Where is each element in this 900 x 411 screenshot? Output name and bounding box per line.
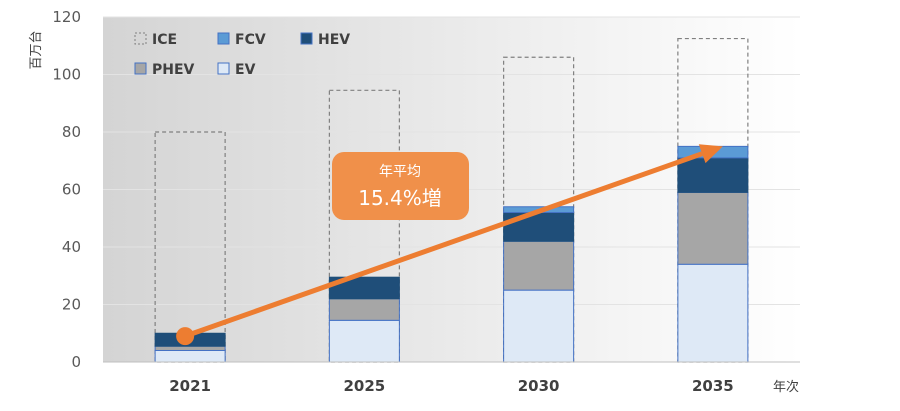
legend-swatch-ice — [134, 32, 147, 45]
growth-callout-line2: 15.4%増 — [358, 186, 442, 210]
bar-ice — [154, 131, 226, 363]
x-axis-label: 年次 — [773, 379, 799, 395]
y-tick-label: 0 — [71, 353, 81, 371]
bars — [154, 37, 749, 363]
trend-arrow-head — [698, 144, 723, 164]
y-tick-label: 40 — [62, 238, 81, 256]
legend-swatch-fcv — [217, 32, 230, 45]
bar-ev — [328, 319, 400, 363]
legend-swatch-phev — [134, 62, 147, 75]
legend-label-ice: ICE — [152, 32, 177, 48]
legend: ICE FCV HEV PHEV EV — [134, 32, 350, 78]
bar-phev — [503, 240, 575, 291]
x-axis: 2021 2025 2030 2035 — [169, 377, 734, 395]
bar-ev — [677, 263, 749, 363]
bar-hev — [328, 276, 400, 300]
y-axis-label: 百万台 — [29, 30, 44, 69]
trend-arrow-line — [184, 151, 703, 339]
x-tick-label: 2035 — [692, 377, 734, 395]
y-tick-label: 60 — [62, 181, 81, 199]
legend-label-hev: HEV — [318, 32, 350, 48]
legend-label-phev: PHEV — [152, 62, 195, 78]
growth-callout-line1: 年平均 — [379, 164, 421, 180]
y-tick-label: 20 — [62, 296, 81, 314]
trend-start-dot — [176, 327, 195, 346]
bar-ev — [503, 289, 575, 363]
trend-arrow — [176, 144, 723, 346]
legend-label-fcv: FCV — [235, 32, 266, 48]
legend-swatch-hev — [300, 32, 313, 45]
x-tick-label: 2021 — [169, 377, 211, 395]
x-tick-label: 2025 — [344, 377, 386, 395]
bar-ev — [154, 350, 226, 363]
bar-hev — [503, 212, 575, 242]
y-tick-label: 80 — [62, 123, 81, 141]
y-tick-label: 120 — [52, 8, 81, 26]
bar-phev — [328, 298, 400, 321]
growth-callout-box — [332, 152, 469, 220]
bar-ice — [328, 89, 400, 363]
y-axis: 0 20 40 60 80 100 120 — [52, 8, 81, 371]
legend-label-ev: EV — [235, 62, 256, 78]
legend-swatch-ev — [217, 62, 230, 75]
bar-hev — [677, 157, 749, 193]
bar-phev — [677, 191, 749, 265]
bar-phev — [154, 345, 226, 351]
y-tick-label: 100 — [52, 66, 81, 84]
growth-callout: 年平均 15.4%増 — [332, 152, 469, 220]
x-tick-label: 2030 — [518, 377, 560, 395]
